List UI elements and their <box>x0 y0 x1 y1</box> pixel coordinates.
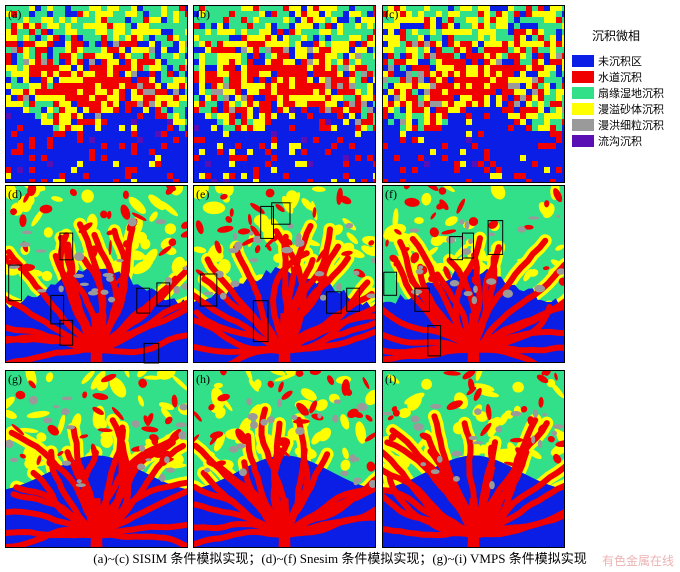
highlight-box <box>59 319 74 346</box>
highlight-box <box>326 291 342 314</box>
highlight-box <box>59 232 74 261</box>
panel-d: (d) <box>5 185 188 364</box>
panel-i: (i) <box>382 370 565 548</box>
legend-swatch <box>572 103 594 115</box>
panel-label: (a) <box>8 7 21 21</box>
highlight-box <box>50 294 65 325</box>
highlight-box <box>487 220 504 255</box>
panel-label: (d) <box>8 187 22 201</box>
panel-label: (b) <box>196 7 210 21</box>
highlight-box <box>414 287 431 312</box>
highlight-box <box>156 282 171 307</box>
panel-label: (e) <box>196 187 209 201</box>
legend-item-label: 水道沉积 <box>598 70 642 84</box>
legend-swatch <box>572 71 594 83</box>
highlight-box <box>252 300 269 343</box>
legend-item-label: 流沟沉积 <box>598 134 642 148</box>
panel-label: (f) <box>385 187 397 201</box>
highlight-box <box>462 232 474 259</box>
legend-swatch <box>572 55 594 67</box>
panel-label: (i) <box>385 372 396 386</box>
panel-c: (c) <box>382 5 565 183</box>
panel-label: (g) <box>8 372 22 386</box>
panel-h: (h) <box>193 370 376 548</box>
panel-b: (b) <box>193 5 376 183</box>
legend-item-label: 漫洪细粒沉积 <box>598 118 664 132</box>
legend-swatch <box>572 135 594 147</box>
highlight-box <box>8 264 23 302</box>
panel-a: (a) <box>5 5 188 183</box>
panel-f: (f) <box>382 185 565 363</box>
legend-title: 沉积微相 <box>592 29 640 43</box>
highlight-box <box>136 287 151 314</box>
panel-label: (c) <box>385 7 398 21</box>
highlight-box <box>271 202 291 225</box>
highlight-box <box>383 271 398 296</box>
panel-label: (h) <box>196 372 210 386</box>
highlight-box <box>199 273 218 307</box>
figure-caption: (a)~(c) SISIM 条件模拟实现；(d)~(f) Snesim 条件模拟… <box>93 551 587 566</box>
legend-swatch <box>572 119 594 131</box>
highlight-box <box>427 325 442 357</box>
legend-item-label: 扇缘湿地沉积 <box>598 86 664 100</box>
legend-swatch <box>572 87 594 99</box>
watermark-text: 有色金属在线 <box>601 554 674 568</box>
legend-item-label: 漫溢砂体沉积 <box>598 102 664 116</box>
panel-g: (g) <box>5 370 188 548</box>
legend-item-label: 未沉积区 <box>598 55 642 68</box>
highlight-box <box>346 287 360 312</box>
highlight-box <box>260 205 274 239</box>
panel-e: (e) <box>193 185 376 363</box>
